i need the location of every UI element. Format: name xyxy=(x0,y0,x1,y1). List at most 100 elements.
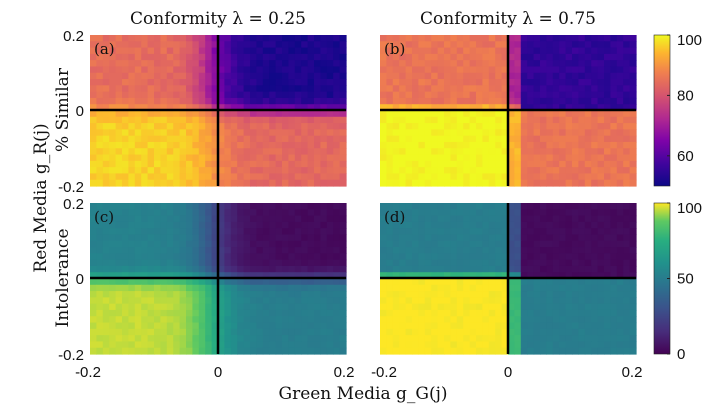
heat-cell xyxy=(444,272,451,280)
heat-cell xyxy=(463,97,471,105)
heat-cell xyxy=(237,335,245,343)
heat-cell xyxy=(412,228,419,236)
heat-cell xyxy=(469,316,477,324)
heat-cell xyxy=(444,179,451,187)
heat-cell xyxy=(597,316,605,324)
heat-cell xyxy=(412,240,419,248)
heat-cell xyxy=(591,148,599,156)
heat-cell xyxy=(237,316,245,324)
heat-cell xyxy=(115,135,123,143)
heat-cell xyxy=(424,303,432,311)
heat-cell xyxy=(501,272,509,280)
heat-cell xyxy=(450,303,458,311)
heat-cell xyxy=(444,309,451,317)
heat-cell xyxy=(399,234,407,242)
heat-cell xyxy=(463,173,471,181)
heat-cell xyxy=(237,265,245,273)
heat-cell xyxy=(250,41,257,49)
heat-cell xyxy=(629,284,637,292)
heat-cell xyxy=(610,272,618,280)
heat-cell xyxy=(546,135,554,143)
heat-cell xyxy=(262,53,270,61)
heat-cell xyxy=(160,291,168,298)
heat-cell xyxy=(540,60,547,68)
heat-cell xyxy=(418,53,426,61)
heat-cell xyxy=(514,104,522,112)
heat-cell xyxy=(450,234,458,242)
heat-cell xyxy=(424,234,432,242)
heat-cell xyxy=(211,154,219,162)
heat-cell xyxy=(418,265,426,273)
heat-cell xyxy=(134,154,142,162)
heat-cell xyxy=(552,148,560,156)
heat-cell xyxy=(495,265,503,273)
heat-cell xyxy=(282,328,289,336)
heat-cell xyxy=(288,123,296,130)
heat-cell xyxy=(629,173,637,181)
heat-cell xyxy=(629,297,637,305)
heat-cell xyxy=(552,309,560,317)
heat-cell xyxy=(269,259,277,267)
heat-cell xyxy=(243,72,251,80)
heat-cell xyxy=(166,215,174,223)
heat-cell xyxy=(128,303,136,311)
heat-cell xyxy=(339,291,347,298)
heat-cell xyxy=(154,97,161,105)
heat-cell xyxy=(546,148,554,156)
heat-cell xyxy=(456,53,464,61)
heat-cell xyxy=(333,203,341,210)
heat-cell xyxy=(418,297,426,305)
heat-cell xyxy=(444,47,451,55)
heat-cell xyxy=(96,328,104,336)
heat-cell xyxy=(392,322,400,330)
heat-cell xyxy=(629,303,637,311)
heat-cell xyxy=(326,221,334,229)
heat-cell xyxy=(186,215,193,223)
heat-cell xyxy=(456,259,464,267)
heat-cell xyxy=(326,215,334,223)
heat-cell xyxy=(559,316,567,324)
heat-cell xyxy=(282,221,289,229)
heat-cell xyxy=(141,221,149,229)
heat-cell xyxy=(469,259,477,267)
heat-cell xyxy=(230,179,238,187)
heat-cell xyxy=(90,309,97,317)
heat-cell xyxy=(431,259,439,267)
heat-cell xyxy=(629,129,637,137)
heat-cell xyxy=(488,60,496,68)
heat-cell xyxy=(275,41,283,49)
heat-cell xyxy=(533,91,541,99)
heat-cell xyxy=(275,35,283,42)
heat-cell xyxy=(450,148,458,156)
heat-cell xyxy=(269,110,277,118)
heat-cell xyxy=(294,284,302,292)
heat-cell xyxy=(392,209,400,217)
heat-cell xyxy=(301,215,309,223)
heat-cell xyxy=(546,91,554,99)
heat-cell xyxy=(405,53,413,61)
heat-cell xyxy=(578,179,586,187)
heat-cell xyxy=(134,53,142,61)
heat-cell xyxy=(294,228,302,236)
heat-cell xyxy=(584,66,592,74)
heat-cell xyxy=(456,47,464,55)
heat-cell xyxy=(288,209,296,217)
heat-cell xyxy=(488,104,496,112)
heat-cell xyxy=(380,85,387,93)
heat-cell xyxy=(243,341,251,349)
heat-cell xyxy=(501,97,509,105)
heat-cell xyxy=(314,173,321,181)
heat-cell xyxy=(211,53,219,61)
heat-cell xyxy=(495,309,503,317)
heat-cell xyxy=(115,148,123,156)
heat-cell xyxy=(450,278,458,286)
heat-cell xyxy=(326,104,334,112)
heat-cell xyxy=(508,167,515,175)
heat-cell xyxy=(109,154,117,162)
heat-cell xyxy=(584,303,592,311)
heat-cell xyxy=(166,341,174,349)
heat-cell xyxy=(418,303,426,311)
heat-cell xyxy=(591,79,599,86)
heat-cell xyxy=(604,53,611,61)
